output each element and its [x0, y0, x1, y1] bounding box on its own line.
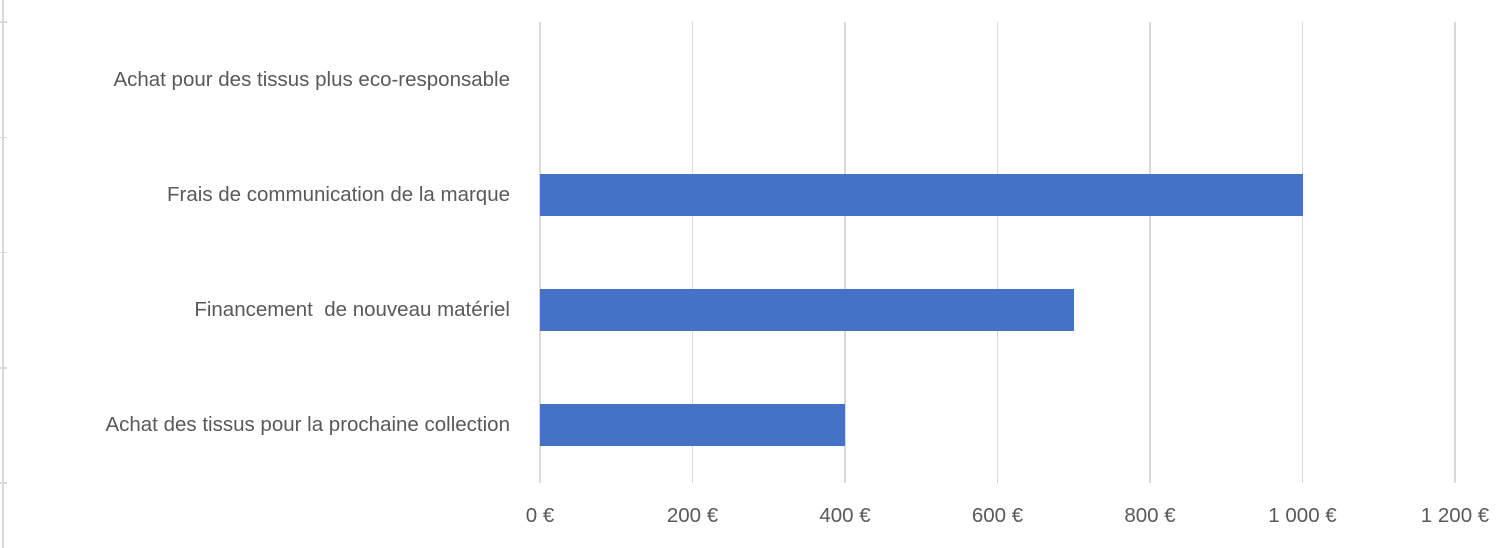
gridline-0€ — [539, 22, 541, 483]
x-axis-tick-label-5: 800 € — [1124, 504, 1176, 527]
gridline-600€ — [996, 22, 999, 483]
x-axis-tick-label-7: 1 200 € — [1420, 504, 1490, 527]
gridline-800€ — [1149, 22, 1151, 483]
category-axis-tick-mark — [0, 251, 7, 254]
gridline-1000€ — [1301, 22, 1304, 483]
category-label-1: Achat pour des tissus plus eco-responsab… — [113, 67, 510, 91]
x-axis-tick-label-1: 0 € — [525, 504, 555, 527]
x-axis-tick-label-2: 200 € — [666, 504, 719, 527]
category-label-4: Achat des tissus pour la prochaine colle… — [105, 413, 510, 437]
bar-2[interactable] — [540, 173, 1303, 216]
x-axis-tick-label-4: 600 € — [971, 504, 1024, 527]
category-label-2: Frais de communication de la marque — [167, 182, 510, 206]
category-axis-tick-mark — [0, 136, 7, 138]
gridline-400€ — [844, 22, 846, 483]
bar-4[interactable] — [540, 404, 845, 447]
x-axis-tick-label-6: 1 000 € — [1268, 504, 1337, 527]
category-label-3: Financement de nouveau matériel — [194, 298, 510, 322]
bar-3[interactable] — [540, 289, 1074, 332]
chart-left-border — [2, 0, 4, 548]
category-axis-tick-mark — [0, 21, 7, 23]
gridline-1200€ — [1454, 22, 1456, 483]
x-axis-tick-label-3: 400 € — [819, 504, 871, 527]
gridline-200€ — [691, 22, 694, 483]
category-axis-tick-mark — [0, 482, 7, 484]
category-axis-tick-mark — [0, 367, 7, 369]
